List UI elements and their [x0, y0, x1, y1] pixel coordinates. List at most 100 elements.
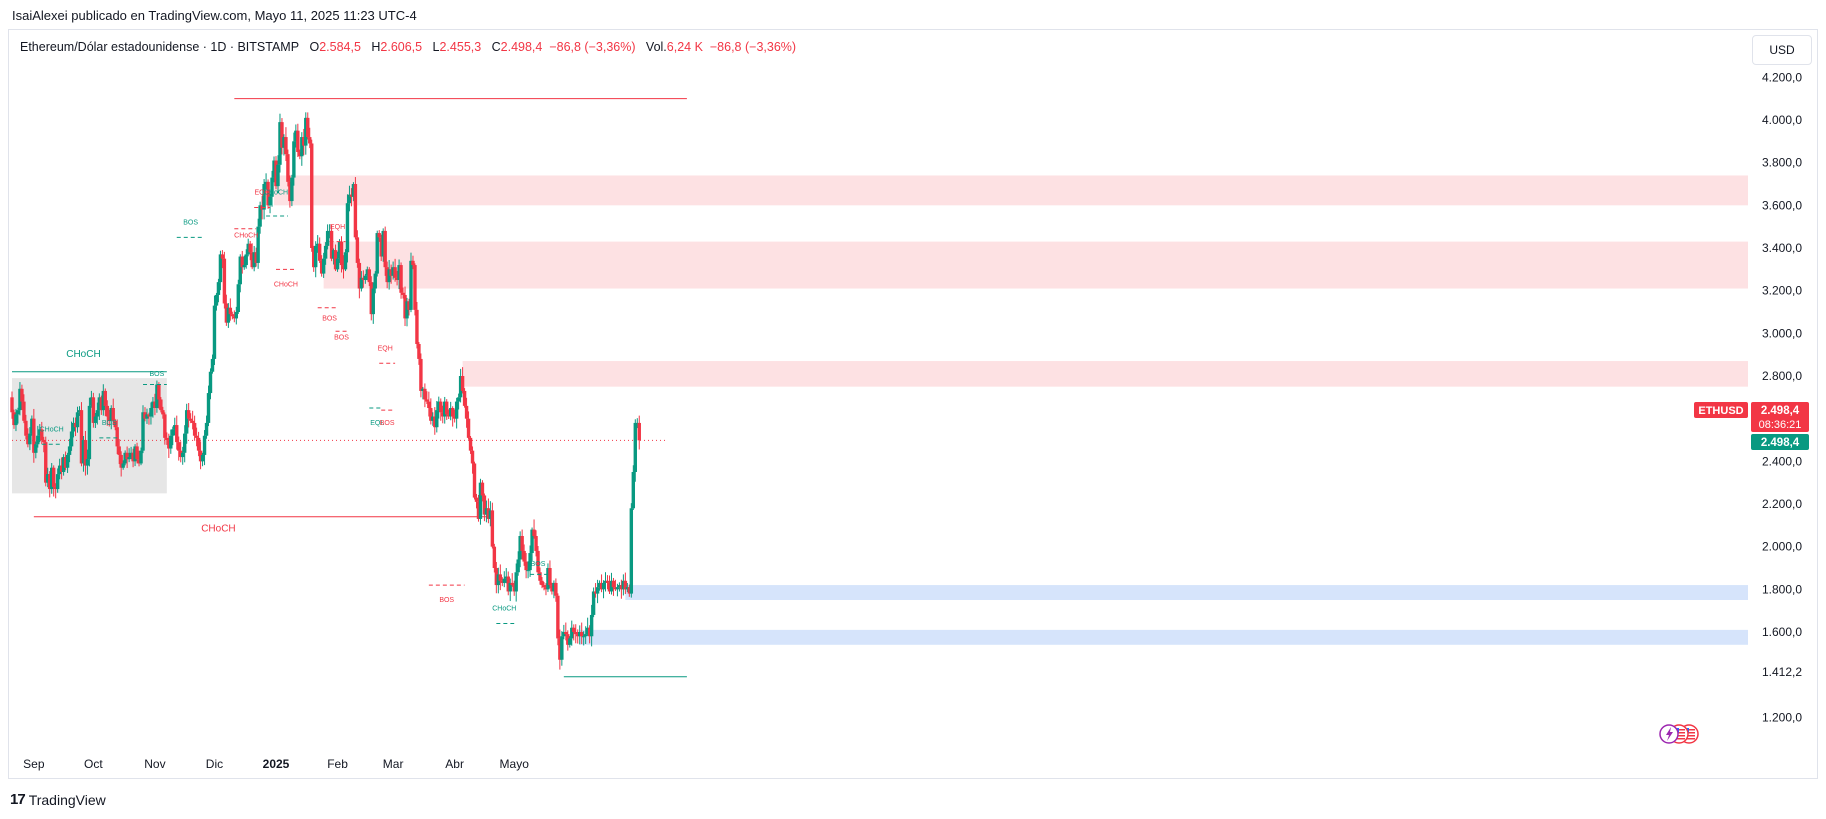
candle: [208, 368, 213, 400]
candle-body: [248, 243, 252, 253]
candle-body: [478, 482, 483, 519]
currency-button[interactable]: USD: [1752, 35, 1812, 65]
candle-body: [278, 122, 282, 165]
time-tick-label: Feb: [327, 757, 348, 771]
candle-body: [123, 452, 127, 464]
candle: [601, 580, 606, 599]
candle-body: [63, 457, 68, 468]
candle-body: [99, 397, 104, 411]
candle: [22, 394, 26, 424]
candle-body: [425, 399, 429, 402]
candle: [55, 468, 60, 493]
candle-body: [397, 265, 401, 280]
candle: [194, 427, 199, 447]
candle: [196, 431, 201, 457]
candle: [123, 450, 127, 466]
candle: [294, 124, 298, 148]
candle-body: [65, 454, 70, 468]
candle: [198, 441, 203, 470]
candle: [335, 251, 340, 272]
candle: [480, 480, 485, 502]
candle: [383, 226, 387, 276]
candle-body: [448, 408, 453, 417]
lightning-icon[interactable]: [1659, 724, 1679, 744]
candle: [327, 224, 332, 239]
candle: [405, 297, 409, 327]
candle: [234, 306, 239, 325]
candle-body: [238, 256, 242, 285]
candle: [520, 529, 524, 560]
candle: [210, 354, 215, 374]
candle-body: [167, 440, 171, 449]
candle-body: [51, 467, 56, 487]
candle: [593, 583, 598, 598]
time-axis: Sep Oct Nov Dic 2025 Feb Mar Abr Mayo: [23, 757, 529, 771]
structure-label: BOS: [439, 597, 454, 604]
candle-body: [524, 561, 528, 571]
candle-body: [282, 137, 286, 148]
candle: [16, 407, 20, 424]
candle: [312, 245, 316, 272]
candle: [542, 582, 546, 591]
candle-body: [304, 117, 308, 146]
candle-body: [298, 152, 302, 157]
candle: [226, 303, 231, 328]
candle-body: [286, 154, 290, 182]
structure-label: CHoCH: [274, 281, 298, 288]
candle-body: [270, 177, 274, 197]
candle-body: [141, 412, 145, 451]
candle-body: [85, 459, 90, 466]
candle: [468, 436, 473, 454]
candle: [536, 545, 540, 576]
price-tick-label: 4.000,0: [1762, 113, 1802, 127]
candle-body: [583, 634, 588, 637]
candle-body: [107, 416, 111, 421]
candle-body: [423, 388, 427, 400]
candle-body: [276, 164, 280, 187]
candle-body: [381, 230, 385, 257]
candle: [317, 237, 322, 263]
candle-body: [26, 435, 30, 445]
candle: [44, 436, 48, 487]
candle-body: [611, 580, 616, 588]
candle: [605, 575, 610, 590]
candle: [619, 579, 624, 599]
open-value: 2.584,5: [319, 40, 361, 54]
candle-body: [482, 495, 487, 515]
candle: [57, 458, 62, 480]
candle-body: [403, 294, 407, 319]
volume-change: −86,8 (−3,36%): [709, 40, 797, 54]
candle: [111, 398, 115, 425]
time-tick-label: Mayo: [500, 757, 530, 771]
candle-body: [579, 632, 584, 637]
symbol-description[interactable]: Ethereum/Dólar estadounidense · 1D · BIT…: [20, 40, 300, 54]
candle-body: [292, 141, 296, 178]
candle-body: [310, 143, 314, 248]
candle: [238, 254, 242, 293]
candle-body: [631, 472, 636, 509]
candle-body: [38, 429, 42, 436]
candle-body: [462, 390, 467, 406]
candle: [415, 301, 419, 349]
candle-body: [224, 303, 229, 323]
candle: [498, 564, 503, 591]
candle: [431, 412, 435, 426]
footer-brand[interactable]: 17 TradingView: [10, 791, 106, 808]
candle: [163, 412, 167, 445]
candle-body: [161, 410, 165, 415]
candle-body: [558, 638, 562, 660]
candle-body: [589, 614, 594, 637]
candle: [149, 402, 153, 425]
countdown-text: 08:36:21: [1759, 419, 1802, 431]
candle-body: [20, 388, 24, 402]
candle-body: [450, 408, 455, 417]
candle-body: [496, 574, 501, 586]
candle: [95, 402, 100, 425]
candle: [387, 260, 391, 290]
structure-lines-layer: [12, 98, 687, 678]
candle-body: [480, 482, 485, 496]
candle-body: [264, 181, 268, 184]
candle-body: [212, 305, 217, 359]
candle-body: [460, 376, 465, 391]
